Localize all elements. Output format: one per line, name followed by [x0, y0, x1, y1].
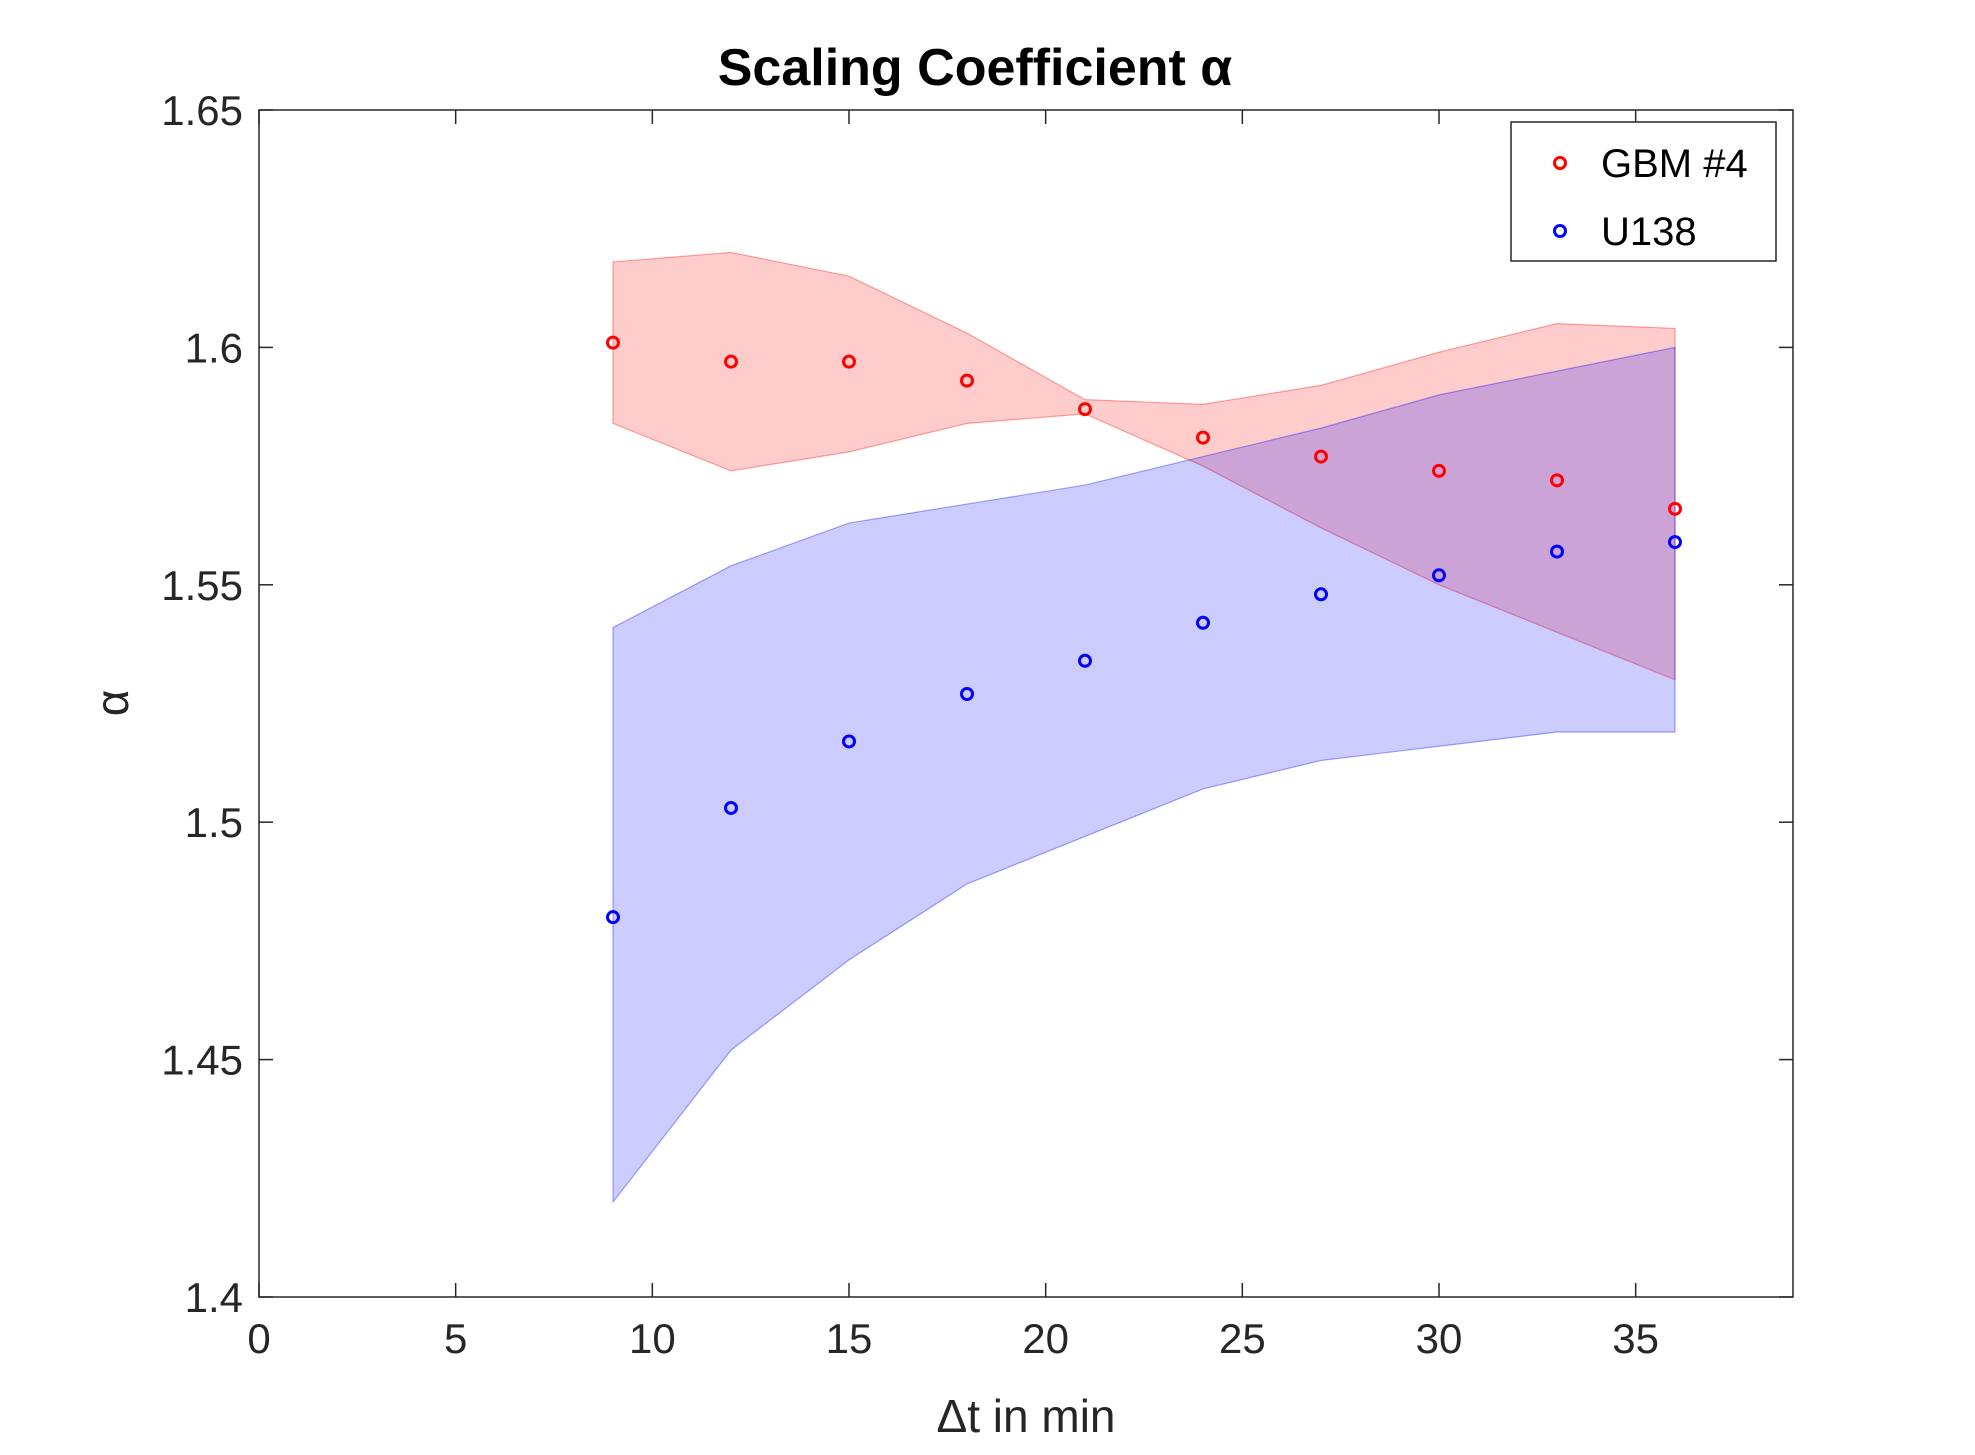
data-point-s1-8 [1550, 544, 1564, 559]
x-tick-label: 5 [444, 1315, 467, 1362]
data-point-s0-8 [1550, 473, 1564, 488]
data-point-s1-7 [1432, 568, 1446, 583]
confidence-band-0 [612, 251, 1676, 681]
chart-title: Scaling Coefficient α [718, 39, 1233, 97]
x-tick-label: 0 [247, 1315, 270, 1362]
data-point-s0-6 [1314, 449, 1328, 464]
y-tick-label: 1.55 [161, 562, 243, 609]
data-point-s0-0 [606, 335, 620, 350]
data-point-s1-1 [724, 800, 738, 815]
data-point-s1-5 [1196, 615, 1210, 630]
y-tick-label: 1.5 [185, 799, 243, 846]
data-markers [606, 335, 1682, 925]
legend-label: GBM #4 [1601, 142, 1748, 186]
x-tick-label: 15 [826, 1315, 873, 1362]
legend-label: U138 [1601, 210, 1697, 254]
data-point-s1-4 [1078, 653, 1092, 668]
data-point-s0-4 [1078, 402, 1092, 417]
data-point-s1-2 [842, 734, 856, 749]
x-tick-label: 35 [1612, 1315, 1659, 1362]
legend-marker [1553, 156, 1567, 170]
data-point-s0-5 [1196, 430, 1210, 445]
x-tick-label: 30 [1416, 1315, 1463, 1362]
legend-box [1510, 121, 1777, 262]
data-point-s1-6 [1314, 587, 1328, 602]
x-tick-label: 20 [1022, 1315, 1069, 1362]
y-tick-label: 1.4 [185, 1274, 243, 1321]
legend-marker [1553, 224, 1567, 238]
y-tick-label: 1.6 [185, 324, 243, 371]
plot-area-frame [258, 109, 1794, 1298]
data-point-s1-3 [960, 687, 974, 702]
confidence-bands [612, 251, 1676, 1204]
data-point-s0-3 [960, 373, 974, 388]
x-axis-ticks: 0 5 10 15 20 25 30 35 [247, 110, 1659, 1362]
y-axis-label: α [86, 690, 138, 717]
data-point-s0-7 [1432, 463, 1446, 478]
data-point-s1-0 [606, 910, 620, 925]
y-axis-ticks: 1.4 1.45 1.5 1.55 1.6 1.65 [161, 87, 1793, 1321]
data-point-s1-9 [1668, 535, 1682, 550]
data-point-s0-2 [842, 354, 856, 369]
confidence-band-1 [612, 346, 1676, 1204]
x-axis-label: Δt in min [937, 1390, 1116, 1442]
x-tick-label: 10 [629, 1315, 676, 1362]
legend: GBM #4 U138 [1510, 121, 1777, 262]
y-tick-label: 1.65 [161, 87, 243, 134]
x-tick-label: 25 [1219, 1315, 1266, 1362]
data-point-s0-1 [724, 354, 738, 369]
y-tick-label: 1.45 [161, 1037, 243, 1084]
data-point-s0-9 [1668, 501, 1682, 516]
